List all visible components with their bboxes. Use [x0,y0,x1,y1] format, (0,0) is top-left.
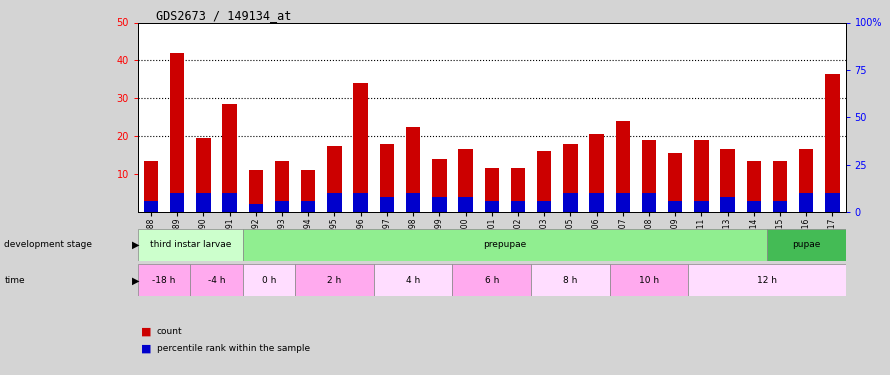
Bar [484,201,499,212]
Bar [458,197,473,212]
Bar [433,159,447,212]
Bar [589,193,603,212]
Bar [720,149,735,212]
Bar [275,161,289,212]
Bar [197,193,211,212]
Bar [138,264,190,296]
Bar [190,264,243,296]
Bar [222,104,237,212]
Text: 0 h: 0 h [262,276,276,285]
Bar [642,140,656,212]
Text: 8 h: 8 h [563,276,578,285]
Bar [301,170,315,212]
Bar [353,193,368,212]
Bar [767,229,845,261]
Bar [616,121,630,212]
Bar [144,201,158,212]
Bar [144,161,158,212]
Text: 12 h: 12 h [756,276,777,285]
Bar [563,193,578,212]
Bar [563,144,578,212]
Bar [773,161,787,212]
Text: percentile rank within the sample: percentile rank within the sample [157,344,310,353]
Bar [328,146,342,212]
Bar [825,74,839,212]
Text: count: count [157,327,182,336]
Bar [248,170,263,212]
Bar [511,168,525,212]
Bar [537,151,551,212]
Bar [138,229,243,261]
Bar [295,264,374,296]
Text: pupae: pupae [792,240,821,249]
Text: -18 h: -18 h [152,276,176,285]
Text: time: time [4,276,25,285]
Bar [720,197,735,212]
Bar [694,140,708,212]
Bar [747,161,761,212]
Text: GDS2673 / 149134_at: GDS2673 / 149134_at [156,9,291,22]
Bar [668,153,683,212]
Text: 10 h: 10 h [639,276,659,285]
Bar [616,193,630,212]
Bar [353,83,368,212]
Bar [668,201,683,212]
Text: ▶: ▶ [132,240,139,250]
Bar [610,264,688,296]
Bar [688,264,846,296]
Bar [458,149,473,212]
Bar [374,264,452,296]
Bar [747,201,761,212]
Bar [243,229,767,261]
Text: 6 h: 6 h [484,276,499,285]
Text: ■: ■ [141,344,151,354]
Text: prepupae: prepupae [483,240,527,249]
Text: 2 h: 2 h [328,276,342,285]
Text: development stage: development stage [4,240,93,249]
Bar [799,149,813,212]
Bar [170,193,184,212]
Bar [170,53,184,212]
Bar [222,193,237,212]
Bar [243,264,295,296]
Bar [406,127,420,212]
Bar [406,193,420,212]
Bar [433,197,447,212]
Bar [484,168,499,212]
Bar [642,193,656,212]
Bar [275,201,289,212]
Bar [589,134,603,212]
Bar [452,264,531,296]
Text: ▶: ▶ [132,275,139,285]
Bar [537,201,551,212]
Bar [380,144,394,212]
Text: 4 h: 4 h [406,276,420,285]
Bar [694,201,708,212]
Bar [773,201,787,212]
Bar [380,197,394,212]
Text: -4 h: -4 h [208,276,225,285]
Bar [328,193,342,212]
Bar [248,204,263,212]
Bar [301,201,315,212]
Bar [825,193,839,212]
Text: ■: ■ [141,327,151,337]
Bar [531,264,610,296]
Text: third instar larvae: third instar larvae [150,240,231,249]
Bar [197,138,211,212]
Bar [799,193,813,212]
Bar [511,201,525,212]
